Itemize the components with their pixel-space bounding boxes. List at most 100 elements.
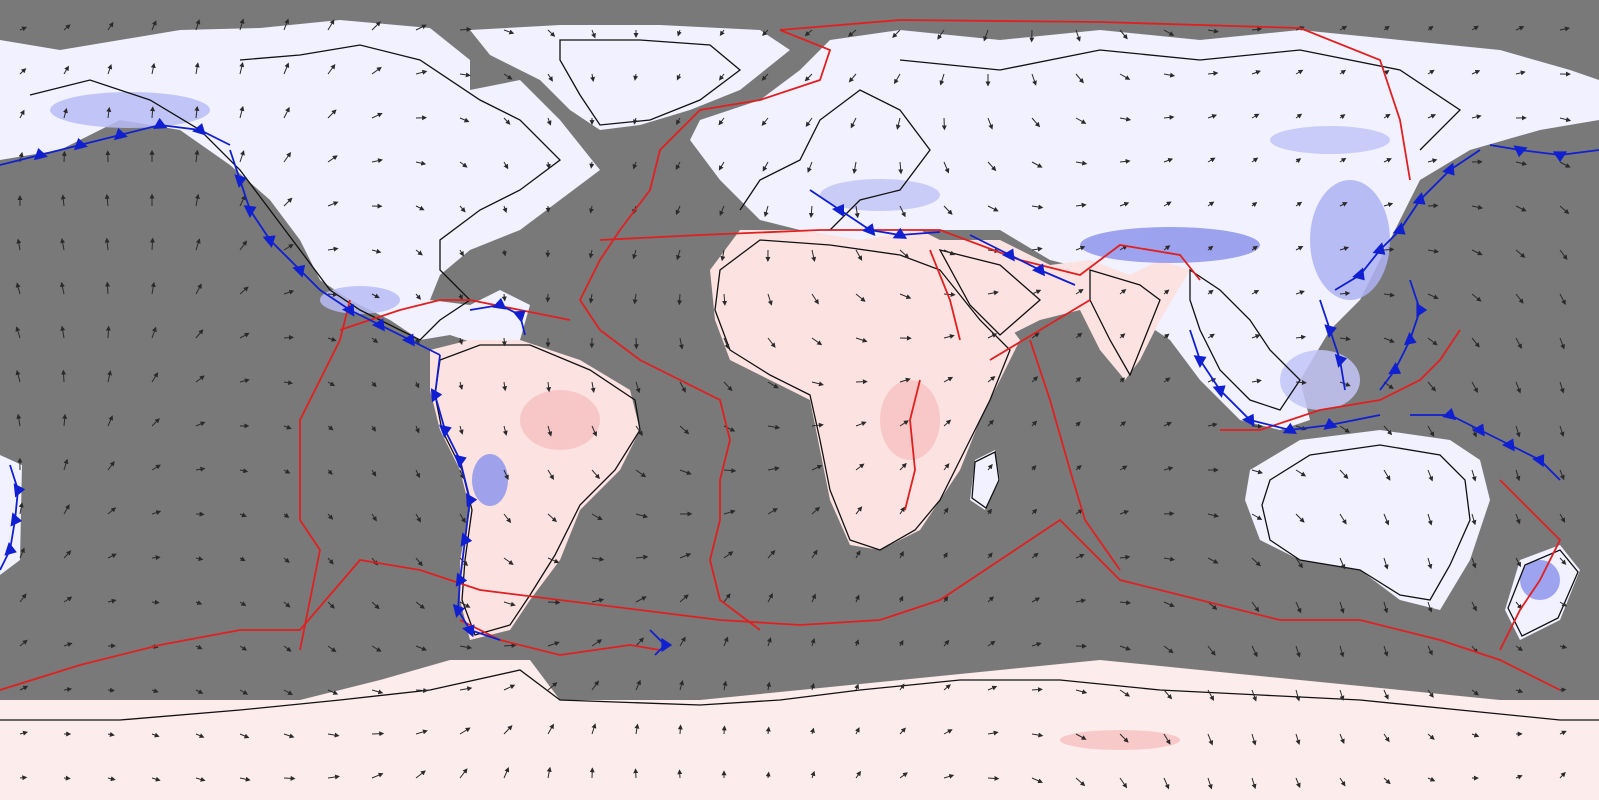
- velocity-arrow: [371, 469, 377, 477]
- velocity-arrow: [987, 640, 996, 647]
- tonga-trench-west: [0, 464, 26, 571]
- velocity-arrow: [632, 249, 638, 260]
- velocity-arrow: [635, 679, 641, 691]
- velocity-arrow: [855, 421, 867, 427]
- velocity-arrow: [414, 337, 420, 344]
- velocity-arrow: [195, 238, 201, 251]
- velocity-arrow: [104, 193, 110, 207]
- velocity-arrow: [107, 731, 115, 737]
- velocity-arrow: [1251, 601, 1260, 613]
- velocity-arrow: [1163, 689, 1173, 700]
- velocity-arrow: [1251, 645, 1258, 658]
- velocity-arrow: [677, 293, 683, 306]
- velocity-arrow: [503, 513, 512, 524]
- velocity-arrow: [1207, 157, 1216, 163]
- velocity-arrow: [195, 329, 204, 339]
- velocity-arrow: [987, 290, 999, 296]
- velocity-arrow: [810, 638, 816, 647]
- velocity-arrow: [1207, 70, 1219, 76]
- velocity-arrow: [635, 469, 647, 478]
- velocity-arrow: [675, 205, 681, 216]
- velocity-arrow: [371, 601, 380, 610]
- velocity-arrow: [1383, 513, 1390, 526]
- shade-brazil: [520, 390, 600, 450]
- velocity-arrow: [107, 687, 115, 693]
- velocity-arrow: [943, 419, 952, 427]
- velocity-arrow: [634, 723, 640, 735]
- velocity-arrow: [676, 73, 682, 81]
- velocity-arrow: [104, 237, 110, 251]
- velocity-arrow: [1163, 158, 1174, 163]
- velocity-arrow: [1515, 249, 1526, 258]
- velocity-arrow: [987, 596, 995, 603]
- velocity-arrow: [1295, 201, 1303, 207]
- shade-antarctica: [1060, 730, 1180, 750]
- velocity-arrow: [1031, 732, 1044, 738]
- cascadia-trench: [229, 149, 321, 291]
- velocity-arrow: [371, 689, 384, 695]
- velocity-arrow: [1207, 28, 1219, 34]
- velocity-arrow: [1515, 381, 1522, 394]
- shade-andes: [472, 454, 508, 506]
- velocity-arrow: [545, 161, 551, 170]
- velocity-arrow: [1119, 158, 1131, 164]
- velocity-arrow: [63, 458, 69, 471]
- velocity-arrow: [1031, 161, 1043, 168]
- velocity-arrow: [1471, 557, 1477, 569]
- velocity-arrow: [1295, 601, 1302, 614]
- velocity-arrow: [1515, 774, 1523, 780]
- velocity-arrow: [1207, 689, 1214, 701]
- coast-new-zealand: [1507, 549, 1579, 637]
- velocity-arrow: [327, 155, 338, 163]
- velocity-arrow: [767, 337, 776, 348]
- velocity-arrow: [762, 161, 769, 172]
- velocity-arrow: [1295, 777, 1301, 789]
- velocity-arrow: [63, 65, 69, 75]
- velocity-arrow: [1339, 689, 1345, 701]
- velocity-arrow: [677, 29, 682, 37]
- velocity-arrow: [283, 289, 295, 295]
- velocity-arrow: [283, 380, 294, 386]
- velocity-arrow: [943, 639, 950, 647]
- velocity-arrow: [1515, 688, 1524, 694]
- velocity-arrow: [855, 463, 865, 471]
- velocity-arrow: [415, 293, 422, 300]
- velocity-arrow: [1427, 425, 1435, 437]
- velocity-arrow: [1427, 601, 1433, 613]
- velocity-arrow: [1295, 334, 1307, 340]
- velocity-arrow: [633, 117, 638, 125]
- mid-atlantic-ridge: [578, 29, 832, 631]
- velocity-arrow: [19, 775, 28, 781]
- velocity-arrow: [150, 62, 156, 75]
- velocity-arrow: [547, 682, 558, 691]
- velocity-arrow: [327, 381, 336, 387]
- velocity-arrow: [16, 238, 22, 251]
- coast-australia: [1261, 444, 1471, 601]
- velocity-arrow: [892, 29, 901, 38]
- velocity-arrow: [239, 645, 248, 651]
- velocity-arrow: [811, 381, 824, 387]
- velocity-arrow: [811, 593, 816, 603]
- velocity-arrow: [1427, 337, 1438, 346]
- velocity-arrow: [1339, 290, 1351, 296]
- velocity-arrow: [459, 72, 471, 78]
- velocity-arrow: [1119, 201, 1130, 207]
- coastlines: [0, 39, 1599, 721]
- velocity-arrow: [1383, 601, 1389, 614]
- velocity-arrow: [1295, 246, 1304, 251]
- velocity-arrow: [1515, 601, 1523, 610]
- velocity-arrow: [943, 596, 949, 603]
- velocity-arrow: [1163, 114, 1175, 120]
- velocity-arrow: [1207, 114, 1218, 119]
- velocity-arrow: [195, 283, 202, 295]
- velocity-arrow: [1515, 337, 1522, 350]
- velocity-arrow: [766, 637, 772, 647]
- velocity-arrow: [1075, 376, 1082, 383]
- velocity-arrow: [1163, 29, 1175, 36]
- velocity-arrow: [546, 381, 552, 393]
- velocity-arrow: [1251, 113, 1260, 119]
- velocity-arrow: [854, 639, 860, 647]
- velocity-arrow: [635, 513, 649, 519]
- velocity-arrow: [633, 73, 639, 81]
